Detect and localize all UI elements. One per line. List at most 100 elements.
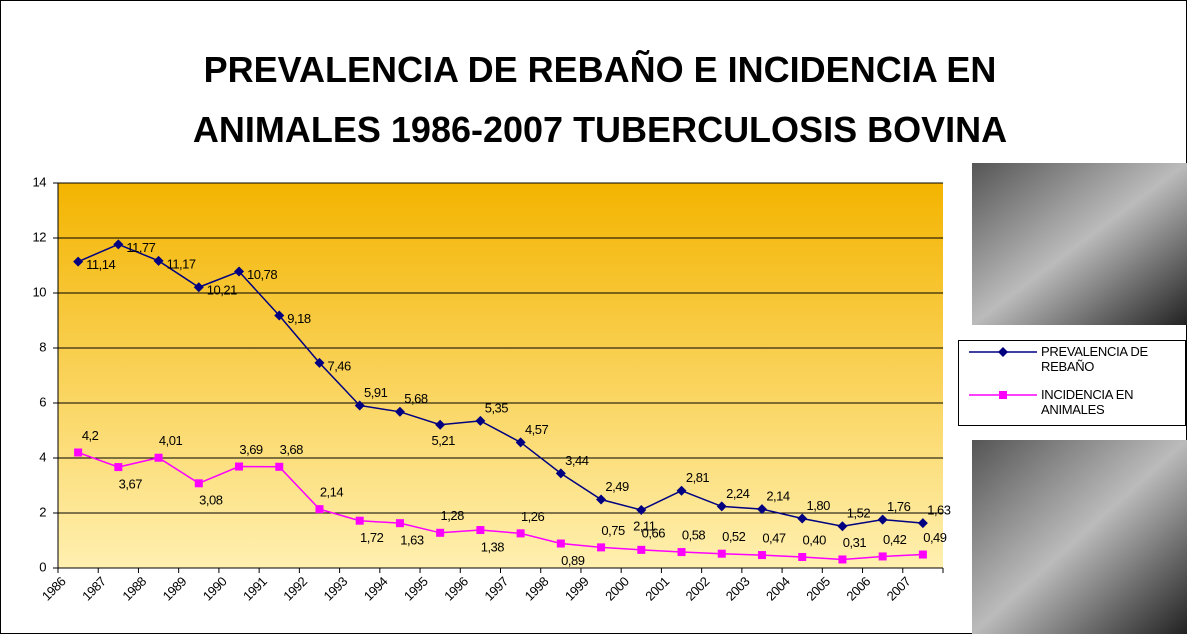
x-tick-label: 1992 [280, 574, 310, 604]
photo [972, 440, 1187, 634]
legend-swatch [959, 387, 1039, 403]
marker [758, 551, 766, 559]
legend-marker [999, 391, 1007, 399]
data-label: 3,69 [239, 442, 263, 457]
x-tick-label: 2003 [723, 574, 753, 604]
x-tick-label: 1986 [39, 574, 69, 604]
data-label: 0,31 [843, 535, 867, 550]
data-label: 0,49 [923, 530, 947, 545]
data-label: 0,66 [642, 525, 666, 540]
data-label: 1,38 [481, 539, 505, 554]
marker [517, 529, 525, 537]
data-label: 0,40 [803, 532, 827, 547]
data-label: 1,28 [441, 508, 465, 523]
x-tick-label: 1995 [401, 574, 431, 604]
marker [879, 552, 887, 560]
marker [74, 449, 82, 457]
data-label: 9,18 [287, 311, 311, 326]
data-label: 10,78 [247, 267, 277, 282]
data-label: 2,49 [605, 479, 629, 494]
y-tick-label: 4 [39, 449, 46, 464]
y-tick-label: 6 [39, 394, 46, 409]
marker [356, 517, 364, 525]
marker [557, 540, 565, 548]
legend-label: PREVALENCIA DE REBAÑO [1041, 344, 1171, 374]
marker [838, 555, 846, 563]
x-tick-label: 1999 [562, 574, 592, 604]
y-tick-label: 10 [33, 284, 47, 299]
page: PREVALENCIA DE REBAÑO E INCIDENCIA EN AN… [0, 0, 1187, 634]
data-label: 3,44 [565, 453, 589, 468]
data-label: 4,57 [525, 422, 549, 437]
legend-entry: PREVALENCIA DE REBAÑO [959, 341, 1185, 384]
x-tick-label: 1988 [119, 574, 149, 604]
x-tick-label: 2004 [763, 574, 793, 604]
data-label: 10,21 [207, 283, 237, 298]
marker [678, 548, 686, 556]
x-tick-label: 2005 [803, 574, 833, 604]
x-tick-label: 1993 [320, 574, 350, 604]
marker [476, 526, 484, 534]
chart: 0 2 4 6 8 10 12 14 1986 1987 1988 1989 1990 1991 1992 1… [0, 0, 1187, 634]
data-label: 5,21 [432, 433, 456, 448]
data-label: 7,46 [327, 358, 351, 373]
photo [972, 163, 1187, 325]
x-tick-label: 1994 [361, 574, 391, 604]
y-tick-label: 0 [39, 559, 46, 574]
data-label: 0,42 [883, 532, 907, 547]
legend-label: INCIDENCIA EN ANIMALES [1041, 387, 1171, 417]
x-tick-label: 1987 [79, 574, 109, 604]
data-label: 0,58 [682, 527, 706, 542]
data-label: 2,14 [320, 485, 344, 500]
data-label: 0,75 [601, 523, 625, 538]
data-label: 3,67 [119, 477, 143, 492]
x-tick-label: 1998 [522, 574, 552, 604]
data-label: 1,26 [521, 509, 545, 524]
x-tick-label: 1989 [160, 574, 190, 604]
marker [195, 479, 203, 487]
x-tick-label: 2006 [843, 574, 873, 604]
data-label: 5,91 [364, 385, 388, 400]
data-label: 2,24 [726, 486, 750, 501]
data-label: 2,14 [766, 489, 790, 504]
legend-entry: INCIDENCIA EN ANIMALES [959, 384, 1185, 427]
data-label: 1,63 [927, 503, 951, 518]
data-label: 1,80 [807, 498, 831, 513]
data-label: 0,47 [762, 531, 786, 546]
y-tick-label: 2 [39, 504, 46, 519]
legend: PREVALENCIA DE REBAÑO INCIDENCIA EN ANIMA… [958, 340, 1186, 426]
marker [718, 550, 726, 558]
marker [637, 546, 645, 554]
marker [798, 553, 806, 561]
data-label: 11,77 [126, 240, 155, 255]
data-label: 0,89 [561, 553, 585, 568]
y-tick-label: 12 [33, 229, 47, 244]
data-label: 1,72 [360, 530, 384, 545]
data-label: 0,52 [722, 529, 746, 544]
marker [155, 454, 163, 462]
marker [235, 463, 243, 471]
marker [436, 529, 444, 537]
x-tick-label: 2007 [884, 574, 914, 604]
data-label: 1,63 [400, 533, 424, 548]
y-tick-label: 14 [33, 174, 47, 189]
x-tick-label: 2000 [602, 574, 632, 604]
marker [597, 543, 605, 551]
data-label: 4,2 [82, 428, 99, 443]
marker [114, 463, 122, 471]
marker [919, 551, 927, 559]
data-label: 11,17 [167, 256, 196, 271]
x-tick-label: 2002 [683, 574, 713, 604]
data-label: 3,08 [199, 493, 223, 508]
marker [315, 505, 323, 513]
data-label: 3,68 [280, 442, 304, 457]
y-tick-label: 8 [39, 339, 46, 354]
data-label: 1,76 [887, 499, 911, 514]
marker [396, 519, 404, 527]
data-label: 2,81 [686, 470, 710, 485]
data-label: 11,14 [86, 257, 115, 272]
data-label: 1,52 [847, 506, 871, 521]
x-tick-label: 1991 [240, 574, 270, 604]
legend-swatch [959, 344, 1039, 360]
x-tick-label: 1990 [200, 574, 230, 604]
